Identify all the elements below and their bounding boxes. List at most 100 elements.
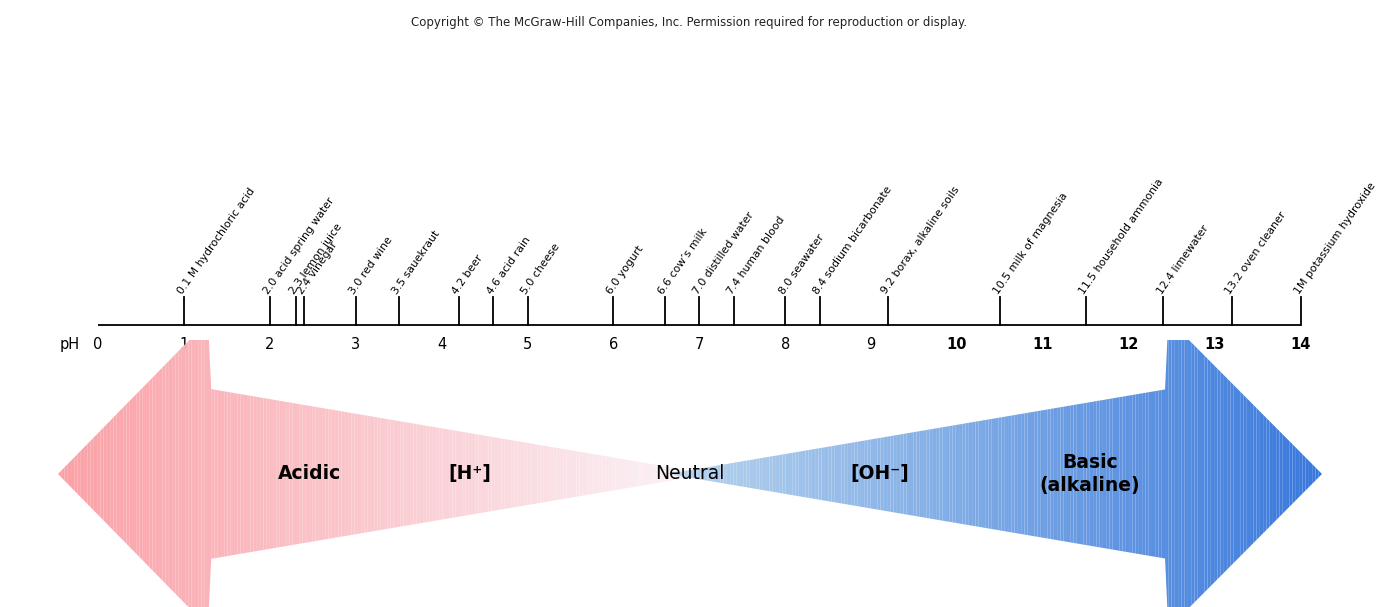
Polygon shape	[475, 434, 478, 514]
Polygon shape	[983, 420, 985, 528]
Text: Neutral: Neutral	[656, 464, 725, 483]
Polygon shape	[1018, 414, 1021, 534]
Polygon shape	[1250, 402, 1254, 546]
Polygon shape	[260, 398, 263, 551]
Polygon shape	[296, 404, 299, 544]
Polygon shape	[254, 396, 256, 552]
Polygon shape	[635, 461, 638, 487]
Polygon shape	[1149, 392, 1152, 556]
Polygon shape	[667, 467, 671, 481]
Polygon shape	[1126, 396, 1129, 552]
Polygon shape	[845, 443, 847, 504]
Polygon shape	[609, 457, 612, 491]
Polygon shape	[714, 466, 717, 483]
Polygon shape	[313, 406, 316, 541]
Polygon shape	[1038, 410, 1040, 537]
Polygon shape	[688, 470, 690, 478]
Polygon shape	[485, 436, 488, 512]
Polygon shape	[945, 426, 949, 522]
Polygon shape	[1002, 416, 1005, 531]
Polygon shape	[616, 458, 619, 490]
Polygon shape	[697, 472, 700, 476]
Text: 12: 12	[1119, 337, 1140, 352]
Polygon shape	[1204, 356, 1207, 592]
Polygon shape	[127, 401, 130, 547]
Text: 2: 2	[265, 337, 274, 352]
Polygon shape	[847, 443, 852, 505]
Polygon shape	[763, 457, 766, 490]
Polygon shape	[1164, 319, 1169, 607]
Polygon shape	[871, 439, 874, 509]
Polygon shape	[805, 450, 809, 498]
Polygon shape	[446, 429, 449, 519]
Text: 5: 5	[522, 337, 532, 352]
Polygon shape	[495, 438, 497, 510]
Polygon shape	[361, 415, 364, 534]
Polygon shape	[809, 450, 812, 498]
Polygon shape	[227, 392, 230, 556]
Polygon shape	[1228, 379, 1231, 569]
Polygon shape	[854, 442, 857, 506]
Polygon shape	[407, 422, 411, 526]
Polygon shape	[919, 430, 923, 517]
Polygon shape	[557, 448, 559, 500]
Polygon shape	[316, 407, 318, 541]
Polygon shape	[251, 396, 254, 552]
Polygon shape	[309, 405, 313, 542]
Polygon shape	[1011, 415, 1014, 533]
Text: Acidic: Acidic	[278, 464, 342, 483]
Polygon shape	[482, 435, 485, 513]
Polygon shape	[683, 470, 688, 478]
Polygon shape	[364, 415, 368, 533]
Polygon shape	[685, 470, 688, 477]
Text: 13.2 oven cleaner: 13.2 oven cleaner	[1224, 209, 1288, 296]
Polygon shape	[821, 447, 825, 501]
Polygon shape	[590, 453, 593, 495]
Polygon shape	[1129, 395, 1133, 553]
Polygon shape	[969, 422, 971, 526]
Polygon shape	[1087, 402, 1090, 546]
Text: 11.5 household ammonia: 11.5 household ammonia	[1078, 177, 1166, 296]
Polygon shape	[831, 446, 835, 503]
Polygon shape	[674, 468, 678, 480]
Polygon shape	[1152, 391, 1155, 557]
Polygon shape	[1316, 467, 1319, 481]
Polygon shape	[779, 455, 783, 493]
Polygon shape	[1076, 404, 1080, 544]
Polygon shape	[550, 447, 554, 501]
Polygon shape	[497, 438, 502, 510]
Polygon shape	[358, 414, 361, 534]
Polygon shape	[599, 455, 602, 493]
Polygon shape	[134, 394, 136, 554]
Polygon shape	[442, 429, 446, 520]
Polygon shape	[628, 460, 631, 488]
Polygon shape	[795, 452, 799, 496]
Polygon shape	[156, 371, 158, 577]
Polygon shape	[723, 464, 726, 484]
Polygon shape	[378, 418, 380, 531]
Polygon shape	[339, 411, 342, 537]
Polygon shape	[573, 450, 576, 497]
Polygon shape	[1259, 412, 1264, 537]
Polygon shape	[956, 424, 959, 523]
Polygon shape	[936, 428, 940, 520]
Polygon shape	[218, 390, 220, 558]
Polygon shape	[668, 473, 671, 475]
Polygon shape	[1071, 405, 1073, 543]
Text: 1: 1	[179, 337, 189, 352]
Polygon shape	[306, 405, 309, 543]
Polygon shape	[452, 430, 456, 518]
Polygon shape	[838, 444, 842, 503]
Polygon shape	[1102, 399, 1107, 549]
Text: Copyright © The McGraw-Hill Companies, Inc. Permission required for reproduction: Copyright © The McGraw-Hill Companies, I…	[411, 16, 967, 29]
Polygon shape	[325, 409, 328, 540]
Polygon shape	[270, 399, 273, 549]
Text: 8.0 seawater: 8.0 seawater	[777, 232, 825, 296]
Polygon shape	[648, 463, 652, 484]
Text: 3.0 red wine: 3.0 red wine	[347, 235, 394, 296]
Text: 6.0 yogurt: 6.0 yogurt	[605, 244, 646, 296]
Text: 0: 0	[94, 337, 103, 352]
Polygon shape	[371, 416, 375, 532]
Polygon shape	[652, 464, 655, 484]
Polygon shape	[852, 443, 854, 506]
